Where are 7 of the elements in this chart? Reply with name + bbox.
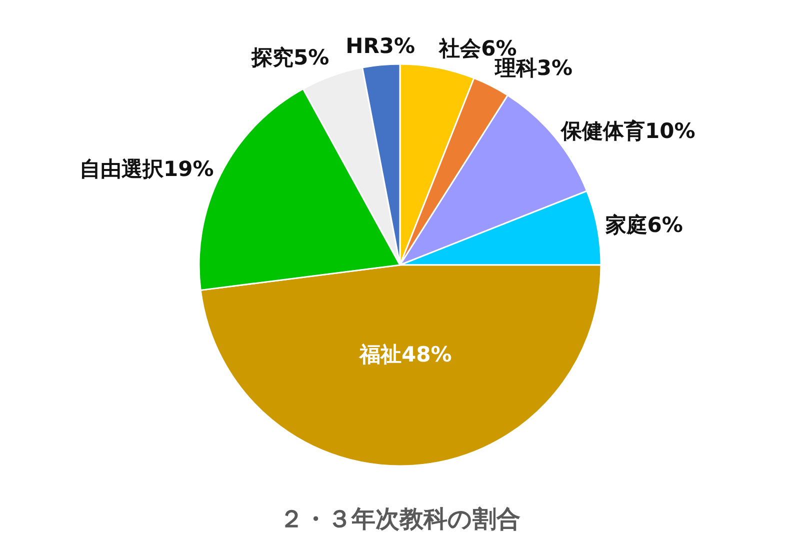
slice-label: 自由選択19%: [80, 157, 214, 182]
slice-label: 家庭6%: [604, 212, 683, 237]
slice-label: 福祉48%: [358, 342, 452, 366]
text: ２・３年次教科の割合: [280, 505, 520, 533]
slice-label: HR3%: [346, 34, 416, 58]
slice-label: 探究5%: [250, 45, 330, 70]
slice-label: 保健体育10%: [560, 118, 696, 143]
